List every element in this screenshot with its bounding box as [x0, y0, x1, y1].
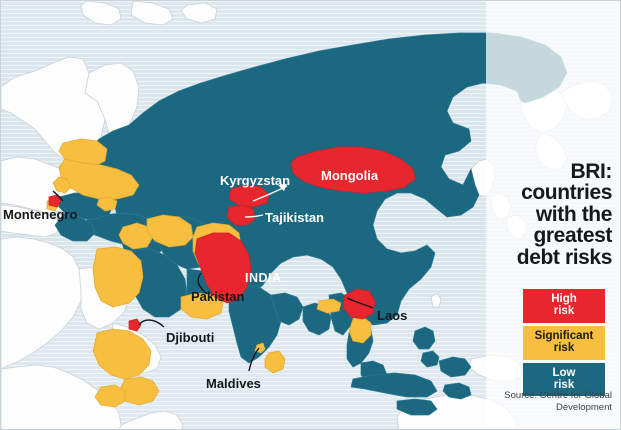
- legend-high-label-1: High: [551, 293, 577, 305]
- title-line-4: greatest: [533, 224, 612, 248]
- source-credit: Source: Centre for Global Development: [486, 390, 612, 414]
- legend-significant-label-2: risk: [553, 342, 575, 355]
- title-line-5: debt risks: [516, 245, 613, 269]
- info-panel: BRI: countries with the greatest debt ri…: [486, 1, 620, 429]
- title-line-1: BRI:: [570, 160, 612, 183]
- legend-item-high-risk: High risk: [523, 289, 605, 323]
- legend-significant-label-1: Significant: [534, 329, 594, 342]
- source-line-1: Source: Centre for Global: [504, 390, 612, 401]
- legend-low-label-1: Low: [552, 366, 576, 379]
- legend-item-low-risk: Low risk: [523, 362, 605, 397]
- title-line-3: with the: [535, 202, 613, 226]
- bri-high-risk-countries: [48, 146, 416, 332]
- source-line-2: Development: [556, 401, 612, 413]
- label-leader-lines: [52, 184, 374, 372]
- legend-low-label-2: risk: [553, 379, 575, 392]
- page-title: BRI: countries with the greatest debt ri…: [486, 160, 613, 269]
- legend-high-label-2: risk: [553, 305, 575, 318]
- legend: High risk Significant risk Low risk: [523, 289, 605, 399]
- title-line-2: countries: [521, 181, 612, 205]
- legend-item-significant-risk: Significant risk: [523, 325, 605, 360]
